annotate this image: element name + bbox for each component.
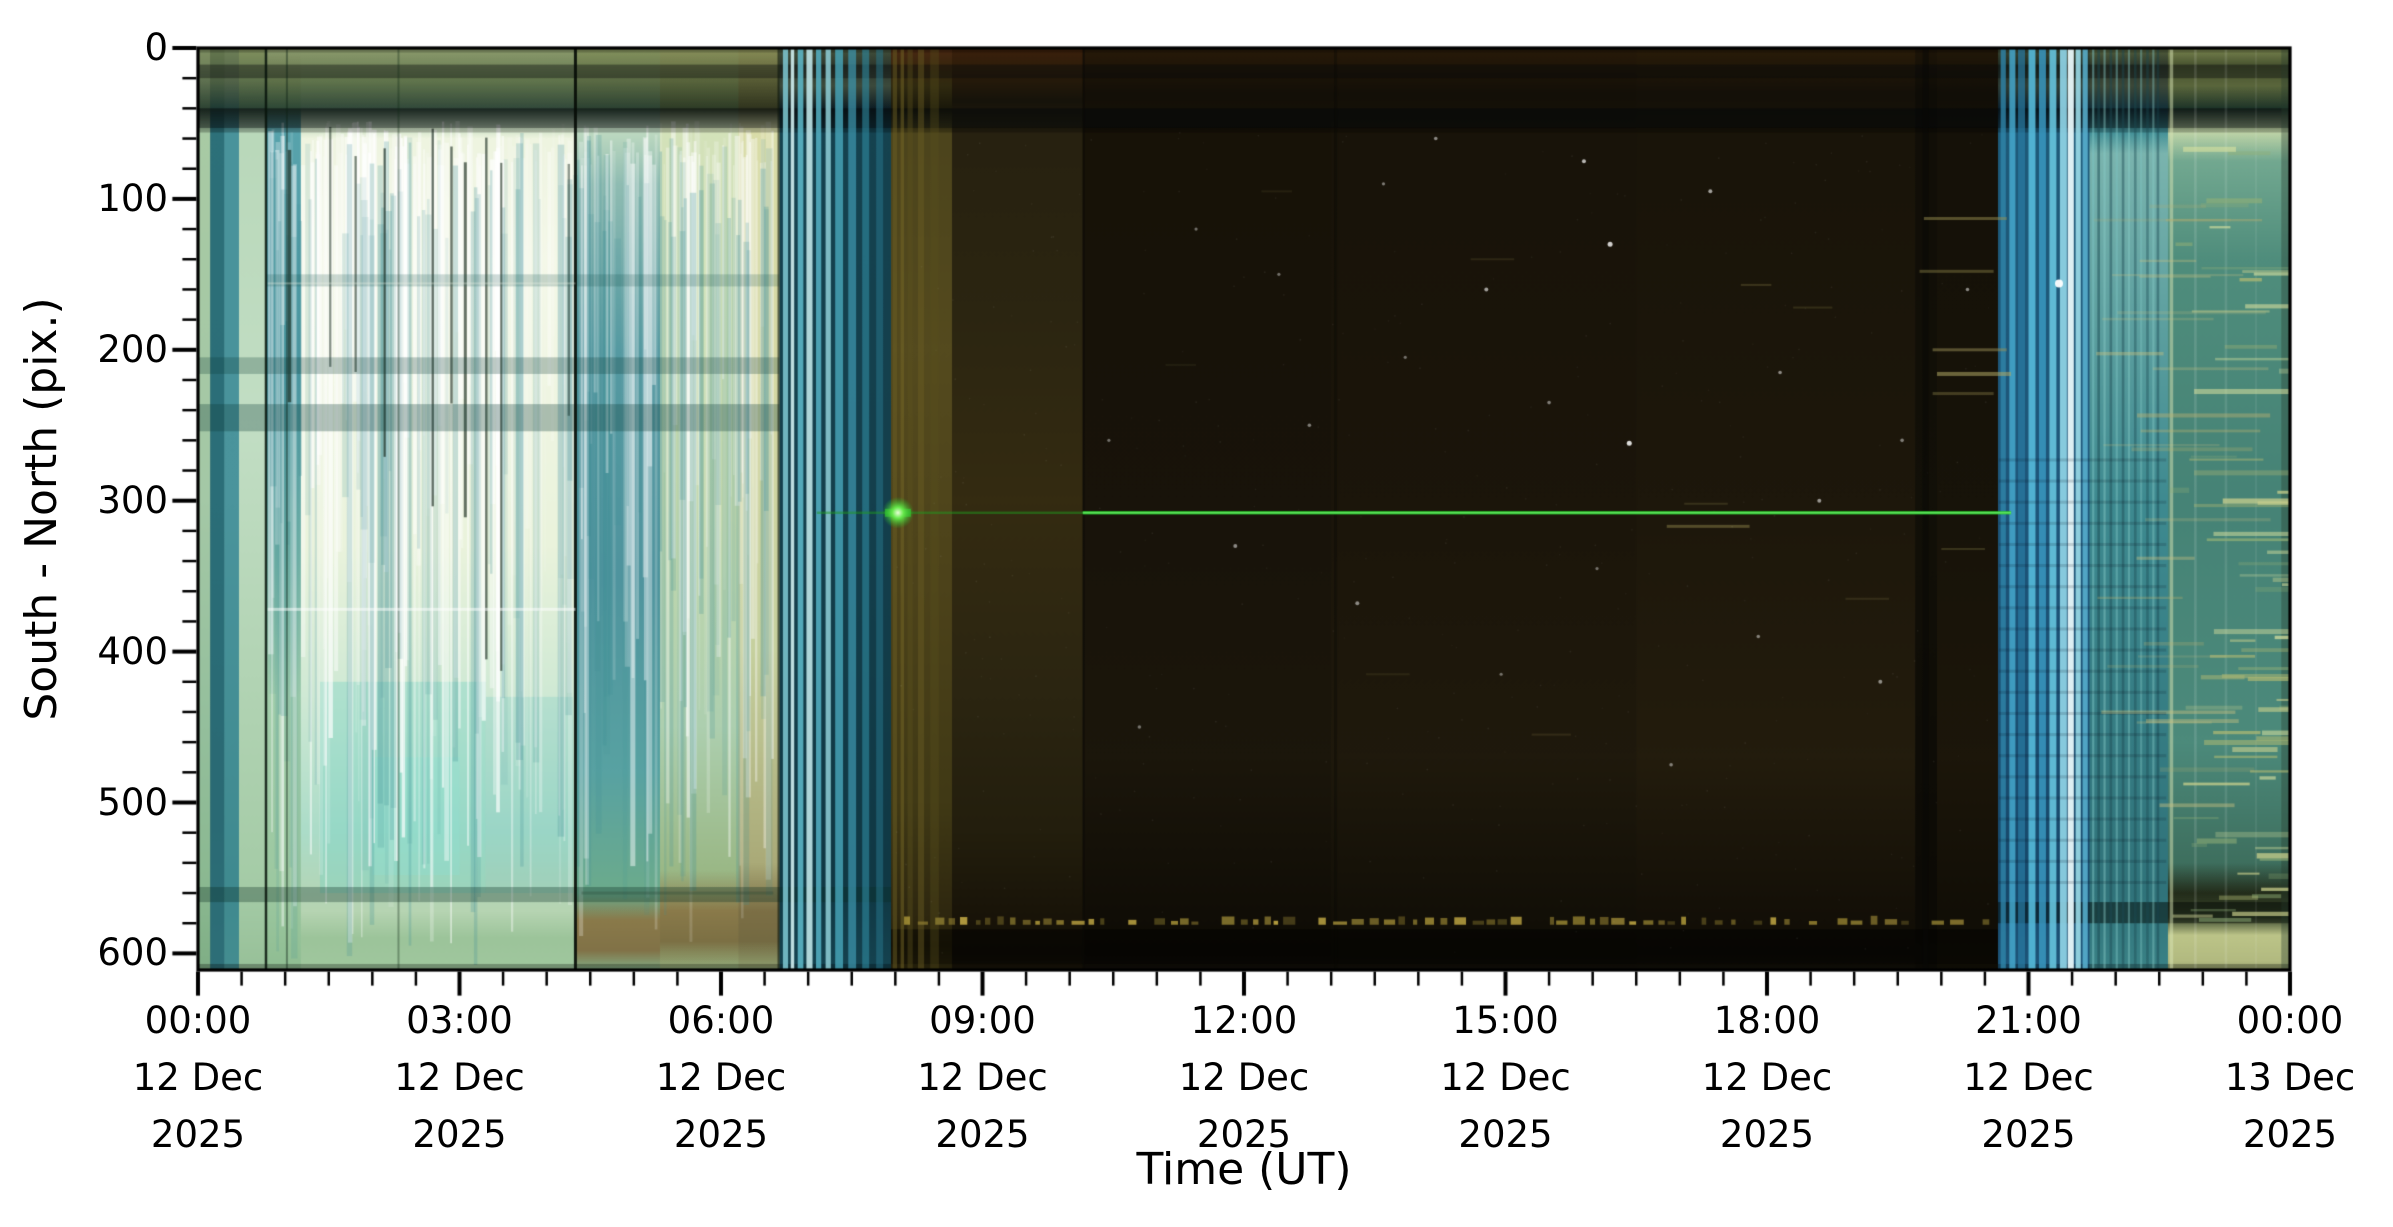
x-tick-label: 15:00 12 Dec 2025: [1346, 992, 1666, 1163]
x-tick-label: 18:00 12 Dec 2025: [1607, 992, 1927, 1163]
x-tick-year: 2025: [150, 1113, 246, 1156]
x-tick-date: 12 Dec: [917, 1056, 1048, 1099]
x-tick-time: 09:00: [929, 999, 1036, 1042]
y-tick-label: 200: [97, 327, 168, 371]
y-tick-label: 0: [144, 26, 168, 69]
x-tick-time: 18:00: [1713, 999, 1821, 1042]
x-tick-date: 12 Dec: [1178, 1056, 1310, 1099]
x-tick-date: 12 Dec: [1701, 1056, 1833, 1099]
y-tick-label: 400: [97, 629, 168, 673]
x-tick-label: 06:00 12 Dec 2025: [561, 992, 881, 1163]
x-tick-date: 12 Dec: [1963, 1056, 2094, 1099]
x-axis-label: Time (UT): [1136, 1144, 1352, 1195]
x-tick-time: 06:00: [667, 999, 775, 1042]
x-tick-year: 2025: [1196, 1113, 1292, 1156]
x-tick-date: 12 Dec: [132, 1056, 264, 1099]
x-tick-time: 00:00: [144, 999, 252, 1042]
x-tick-label: 21:00 12 Dec 2025: [1869, 992, 2189, 1163]
x-tick-time: 12:00: [1190, 999, 1298, 1042]
x-tick-time: 00:00: [2236, 999, 2344, 1042]
x-tick-year: 2025: [673, 1113, 769, 1156]
x-tick-year: 2025: [1458, 1113, 1553, 1156]
x-tick-time: 03:00: [406, 999, 513, 1042]
x-tick-year: 2025: [1981, 1113, 2076, 1156]
x-tick-date: 12 Dec: [394, 1056, 525, 1099]
x-tick-year: 2025: [2242, 1113, 2338, 1156]
x-tick-date: 13 Dec: [2224, 1056, 2356, 1099]
x-tick-label: 12:00 12 Dec 2025: [1084, 992, 1404, 1163]
y-tick-label: 500: [97, 780, 168, 824]
x-tick-year: 2025: [1719, 1113, 1815, 1156]
x-tick-label: 03:00 12 Dec 2025: [300, 992, 620, 1163]
x-tick-time: 15:00: [1452, 999, 1559, 1042]
y-tick-label: 600: [97, 931, 168, 975]
x-tick-label: 00:00 12 Dec 2025: [38, 992, 358, 1163]
y-tick-label: 300: [97, 478, 168, 522]
x-tick-label: 09:00 12 Dec 2025: [823, 992, 1143, 1163]
x-tick-label: 00:00 13 Dec 2025: [2130, 992, 2393, 1163]
x-tick-date: 12 Dec: [655, 1056, 787, 1099]
x-tick-date: 12 Dec: [1440, 1056, 1571, 1099]
x-tick-year: 2025: [412, 1113, 507, 1156]
y-tick-label: 100: [97, 176, 168, 220]
x-tick-year: 2025: [935, 1113, 1030, 1156]
x-tick-time: 21:00: [1975, 999, 2082, 1042]
